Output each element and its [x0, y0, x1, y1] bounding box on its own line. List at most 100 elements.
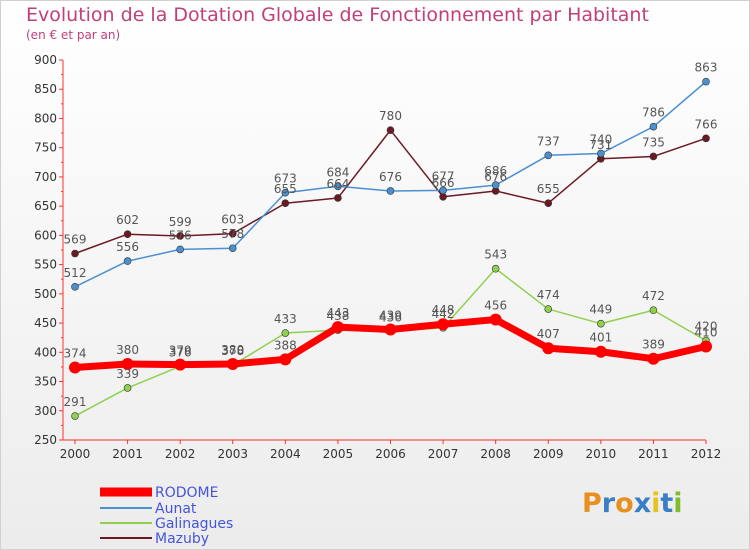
- y-tick-label: 700: [34, 170, 57, 184]
- data-point-mazuby: [386, 126, 395, 134]
- x-tick-label: 2000: [60, 447, 91, 461]
- data-label-mazuby: 666: [432, 176, 455, 190]
- logo-letter: r: [601, 488, 616, 519]
- y-tick-label: 350: [34, 375, 57, 389]
- data-label-galinagues: 438: [326, 309, 349, 323]
- data-point-mazuby: [176, 232, 184, 240]
- x-tick-label: 2009: [533, 447, 564, 461]
- logo-letter: x: [633, 488, 652, 519]
- data-label-galinagues: 472: [642, 289, 665, 303]
- y-tick-label: 550: [34, 258, 57, 272]
- data-label-rodome: 439: [379, 309, 402, 323]
- y-tick-label: 850: [34, 82, 57, 96]
- x-tick-label: 2003: [217, 447, 248, 461]
- data-point-mazuby: [649, 152, 658, 161]
- data-point-rodome: [647, 352, 660, 365]
- data-point-aunat: [439, 186, 447, 195]
- data-point-aunat: [228, 244, 237, 253]
- data-label-aunat: 677: [432, 169, 455, 183]
- data-label-mazuby: 599: [169, 215, 192, 229]
- data-point-galinagues: [597, 319, 605, 328]
- data-point-galinagues: [123, 384, 132, 392]
- data-label-aunat: 512: [64, 266, 87, 280]
- y-tick-label: 900: [34, 53, 57, 67]
- y-tick-label: 450: [34, 316, 57, 330]
- data-label-rodome: 407: [537, 327, 560, 341]
- data-label-mazuby: 664: [326, 177, 349, 191]
- data-point-rodome: [489, 313, 502, 326]
- data-label-rodome: 380: [116, 343, 139, 357]
- data-label-aunat: 556: [116, 240, 139, 254]
- x-tick-label: 2008: [480, 447, 511, 461]
- data-point-galinagues: [491, 264, 500, 273]
- data-point-rodome: [279, 353, 292, 366]
- data-label-mazuby: 655: [274, 182, 297, 196]
- logo-letter: t: [660, 488, 674, 519]
- legend-label-rodome: RODOME: [155, 485, 218, 501]
- y-tick-label: 250: [34, 433, 57, 447]
- legend-label-galinagues: Galinagues: [155, 516, 233, 532]
- data-label-galinagues: 436: [379, 310, 402, 324]
- data-point-rodome: [226, 358, 239, 370]
- data-label-aunat: 786: [642, 106, 665, 120]
- data-label-mazuby: 676: [484, 170, 507, 184]
- x-tick-label: 2002: [165, 447, 196, 461]
- data-label-aunat: 737: [537, 134, 560, 148]
- data-point-mazuby: [228, 229, 237, 238]
- data-label-mazuby: 780: [379, 109, 402, 123]
- data-point-aunat: [597, 149, 605, 158]
- data-label-mazuby: 569: [64, 233, 87, 247]
- data-label-galinagues: 339: [116, 367, 139, 381]
- data-label-rodome: 374: [64, 347, 87, 361]
- data-point-mazuby: [544, 199, 553, 208]
- data-point-rodome: [700, 340, 712, 353]
- data-point-mazuby: [281, 199, 290, 208]
- data-label-galinagues: 378: [221, 344, 244, 358]
- y-tick-label: 800: [34, 111, 57, 125]
- proxiti-logo: Proxiti: [582, 488, 683, 519]
- x-tick-label: 2006: [375, 447, 406, 461]
- data-label-rodome: 448: [432, 303, 455, 317]
- data-point-mazuby: [439, 193, 447, 201]
- data-label-aunat: 740: [589, 133, 612, 147]
- data-point-galinagues: [71, 412, 79, 420]
- y-tick-label: 650: [34, 199, 57, 213]
- data-label-aunat: 863: [695, 61, 718, 75]
- data-point-mazuby: [123, 230, 132, 239]
- data-point-galinagues: [649, 306, 658, 315]
- logo-letter: o: [615, 488, 634, 519]
- y-tick-label: 400: [34, 345, 57, 359]
- legend-label-mazuby: Mazuby: [155, 531, 209, 547]
- data-label-mazuby: 731: [589, 138, 612, 152]
- data-point-aunat: [544, 151, 553, 160]
- data-label-aunat: 578: [221, 227, 244, 241]
- chart-subtitle: (en € et par an): [26, 28, 121, 42]
- data-point-rodome: [594, 345, 607, 358]
- data-label-aunat: 673: [274, 172, 297, 186]
- data-point-aunat: [176, 245, 184, 254]
- data-point-aunat: [649, 122, 658, 131]
- logo-letter: i: [673, 488, 683, 519]
- data-label-rodome: 401: [589, 331, 612, 345]
- data-point-mazuby: [334, 194, 342, 202]
- data-label-galinagues: 420: [695, 320, 718, 334]
- logo-letter: i: [651, 488, 661, 519]
- data-label-rodome: 380: [221, 343, 244, 357]
- data-point-rodome: [437, 318, 450, 331]
- data-point-rodome: [174, 358, 187, 371]
- data-label-galinagues: 543: [484, 248, 507, 262]
- x-tick-label: 2011: [638, 447, 669, 461]
- data-point-rodome: [542, 342, 555, 355]
- x-tick-label: 2010: [586, 447, 617, 461]
- data-point-rodome: [69, 361, 81, 374]
- data-point-aunat: [334, 182, 342, 191]
- data-point-aunat: [386, 187, 395, 195]
- data-label-mazuby: 655: [537, 182, 560, 196]
- y-tick-label: 600: [34, 228, 57, 242]
- data-label-aunat: 676: [379, 170, 402, 184]
- data-point-rodome: [121, 358, 134, 370]
- x-tick-label: 2012: [691, 447, 722, 461]
- data-label-galinagues: 433: [274, 312, 297, 326]
